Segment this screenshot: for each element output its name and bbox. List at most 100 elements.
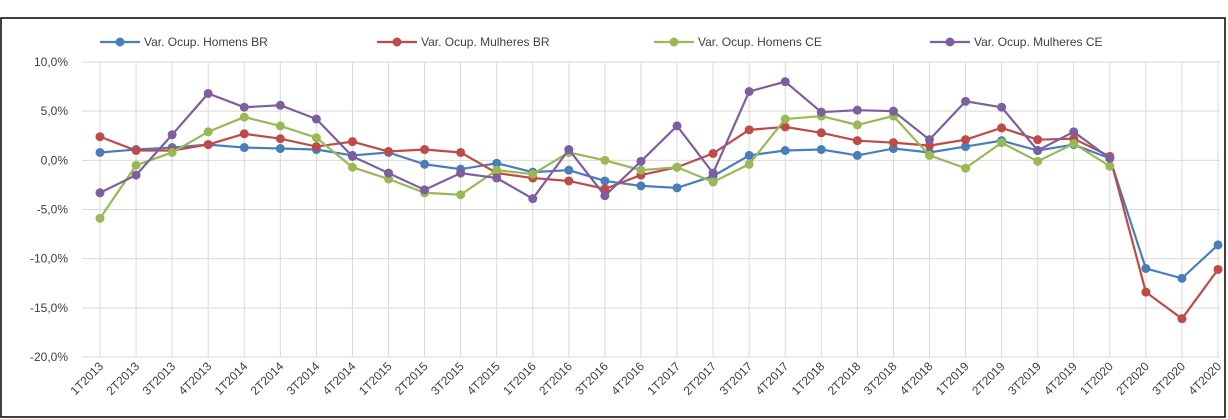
data-point bbox=[456, 147, 466, 157]
data-point bbox=[997, 123, 1007, 133]
data-point bbox=[816, 145, 826, 155]
legend-label: Var. Ocup. Mulheres BR bbox=[421, 35, 550, 49]
data-point bbox=[1033, 146, 1043, 155]
data-point bbox=[1177, 314, 1187, 324]
series-line bbox=[99, 139, 1219, 280]
data-point bbox=[744, 150, 754, 160]
data-point bbox=[384, 146, 394, 156]
legend-item: Var. Ocup. Homens CE bbox=[654, 35, 822, 49]
legend-item: Var. Ocup. Mulheres CE bbox=[930, 35, 1103, 49]
legend-marker bbox=[115, 37, 125, 47]
data-point bbox=[347, 162, 357, 172]
data-point bbox=[672, 121, 682, 131]
data-point bbox=[744, 159, 754, 169]
data-point bbox=[780, 77, 790, 87]
data-point bbox=[564, 176, 574, 186]
data-point bbox=[852, 105, 862, 115]
data-point bbox=[492, 173, 502, 183]
data-point bbox=[95, 147, 105, 157]
data-point bbox=[1033, 135, 1043, 145]
data-point bbox=[888, 106, 898, 116]
data-point bbox=[672, 183, 682, 193]
data-point bbox=[1033, 156, 1043, 166]
data-point bbox=[131, 170, 141, 180]
data-point bbox=[780, 146, 790, 155]
data-point bbox=[239, 102, 249, 112]
data-point bbox=[744, 87, 754, 96]
data-point bbox=[492, 165, 502, 175]
data-point bbox=[1177, 273, 1187, 283]
data-point bbox=[708, 168, 718, 178]
series-line bbox=[99, 125, 1219, 321]
data-point bbox=[275, 134, 285, 144]
data-point bbox=[275, 121, 285, 131]
data-point bbox=[672, 162, 682, 172]
data-point bbox=[492, 158, 502, 168]
data-point bbox=[275, 100, 285, 110]
data-point bbox=[420, 159, 430, 169]
y-tick-label: 0,0% bbox=[41, 153, 69, 167]
legend-marker bbox=[669, 37, 679, 47]
y-tick-label: -20,0% bbox=[30, 350, 68, 364]
data-point bbox=[1069, 127, 1079, 137]
data-point bbox=[780, 114, 790, 124]
data-point bbox=[167, 130, 177, 140]
legend-label: Var. Ocup. Homens CE bbox=[698, 35, 822, 49]
data-point bbox=[961, 96, 971, 106]
data-point bbox=[131, 160, 141, 170]
legend-marker bbox=[945, 37, 955, 47]
legend-label: Var. Ocup. Mulheres CE bbox=[974, 35, 1103, 49]
data-point bbox=[203, 140, 213, 150]
data-point bbox=[456, 168, 466, 178]
data-point bbox=[780, 122, 790, 132]
data-point bbox=[347, 151, 357, 161]
legend-label: Var. Ocup. Homens BR bbox=[144, 35, 268, 49]
data-point bbox=[131, 146, 141, 155]
data-point bbox=[203, 127, 213, 137]
data-point bbox=[852, 150, 862, 160]
data-point bbox=[564, 165, 574, 175]
legend-marker bbox=[392, 37, 402, 47]
data-point bbox=[239, 143, 249, 153]
data-point bbox=[311, 114, 321, 124]
data-point bbox=[1213, 264, 1223, 274]
data-point bbox=[924, 150, 934, 160]
data-point bbox=[275, 144, 285, 154]
data-point bbox=[239, 112, 249, 122]
data-point bbox=[997, 102, 1007, 112]
y-tick-label: 10,0% bbox=[34, 55, 68, 69]
data-point bbox=[347, 137, 357, 147]
y-tick-label: -10,0% bbox=[30, 252, 68, 266]
data-point bbox=[456, 190, 466, 200]
data-point bbox=[816, 128, 826, 138]
data-point bbox=[636, 156, 646, 166]
data-point bbox=[852, 120, 862, 130]
data-point bbox=[95, 188, 105, 198]
data-point bbox=[528, 194, 538, 204]
data-point bbox=[600, 191, 610, 201]
data-point bbox=[961, 135, 971, 145]
data-point bbox=[1069, 139, 1079, 149]
data-point bbox=[239, 129, 249, 139]
data-point bbox=[564, 145, 574, 155]
data-point bbox=[600, 155, 610, 165]
data-point bbox=[1141, 287, 1151, 297]
data-point bbox=[420, 145, 430, 155]
data-point bbox=[961, 142, 971, 152]
data-point bbox=[1105, 161, 1115, 171]
data-point bbox=[600, 176, 610, 186]
data-point bbox=[816, 107, 826, 117]
y-tick-label: 5,0% bbox=[41, 104, 69, 118]
y-tick-label: -15,0% bbox=[30, 301, 68, 315]
data-point bbox=[95, 132, 105, 142]
data-point bbox=[852, 136, 862, 146]
data-point bbox=[708, 177, 718, 187]
data-point bbox=[636, 165, 646, 175]
data-point bbox=[997, 138, 1007, 148]
data-point bbox=[888, 138, 898, 148]
data-point bbox=[1105, 153, 1115, 163]
data-point bbox=[961, 163, 971, 173]
chart-frame bbox=[0, 17, 1226, 418]
data-point bbox=[203, 88, 213, 98]
